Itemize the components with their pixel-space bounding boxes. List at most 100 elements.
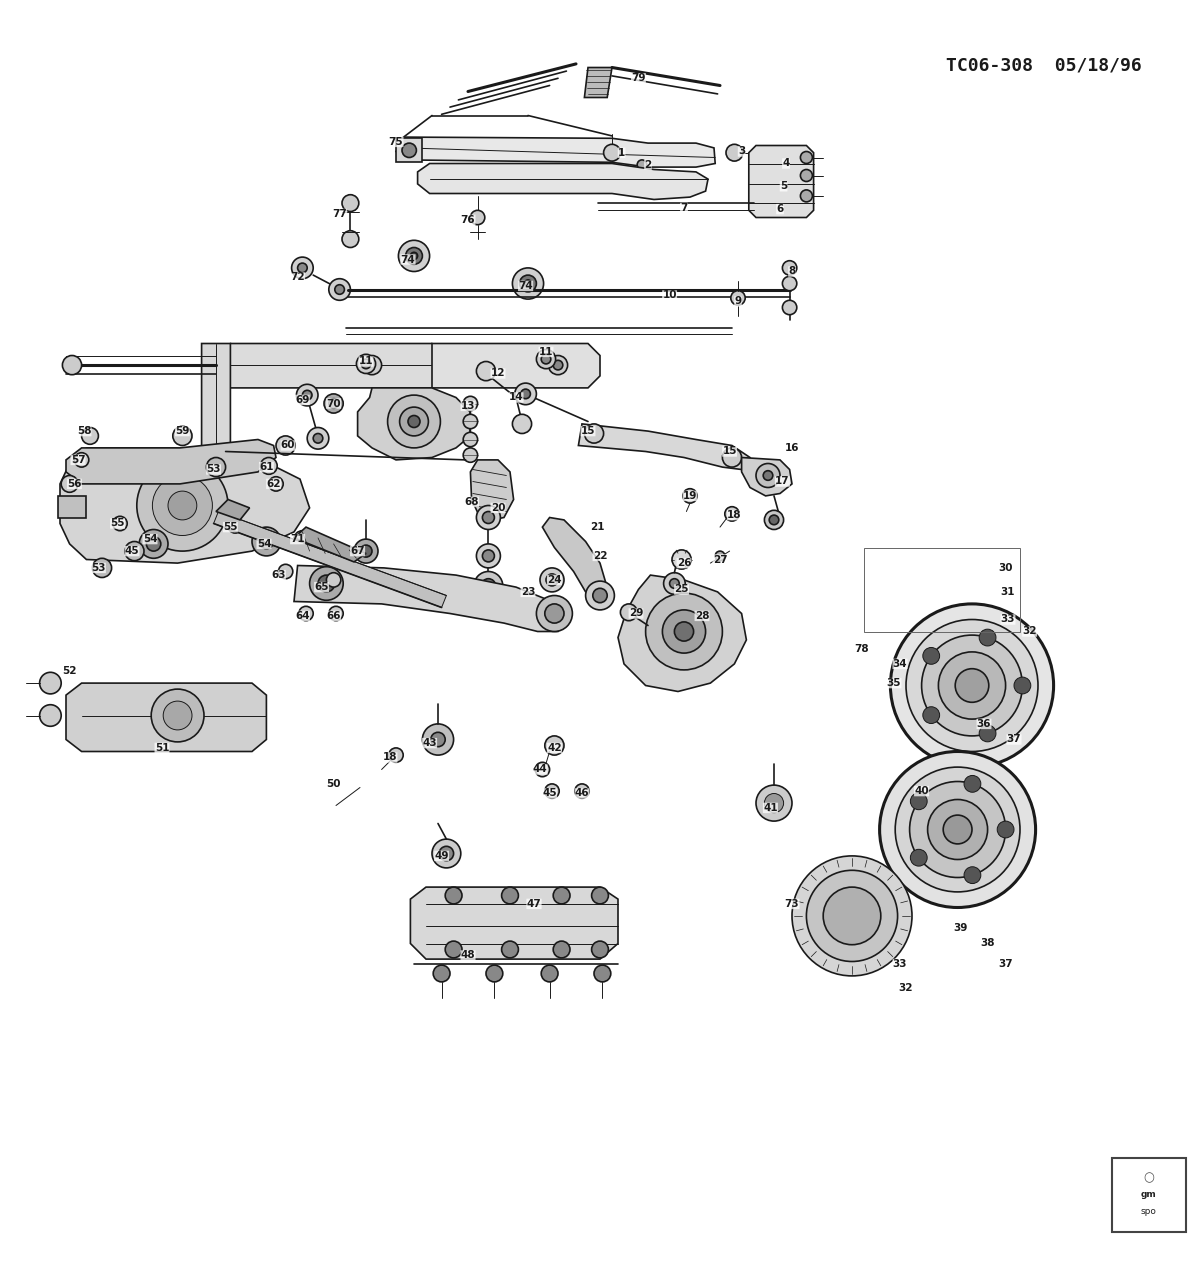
- Text: 71: 71: [290, 534, 305, 544]
- Polygon shape: [294, 527, 366, 562]
- Circle shape: [584, 423, 604, 444]
- Text: 76: 76: [461, 215, 475, 224]
- Circle shape: [524, 280, 532, 287]
- Polygon shape: [396, 138, 422, 162]
- Text: 69: 69: [295, 395, 310, 405]
- Text: 9: 9: [734, 297, 742, 306]
- Circle shape: [40, 705, 61, 727]
- Polygon shape: [578, 423, 750, 469]
- Circle shape: [463, 414, 478, 428]
- Circle shape: [329, 607, 343, 621]
- Circle shape: [139, 529, 168, 558]
- Circle shape: [360, 546, 372, 557]
- Text: 15: 15: [581, 426, 595, 436]
- Bar: [864, 547, 1020, 631]
- Circle shape: [406, 247, 422, 264]
- Circle shape: [540, 567, 564, 592]
- Circle shape: [895, 768, 1020, 892]
- Circle shape: [672, 550, 691, 569]
- Circle shape: [715, 551, 725, 561]
- Circle shape: [756, 464, 780, 487]
- Circle shape: [910, 782, 1006, 877]
- Circle shape: [326, 572, 341, 586]
- Text: 3: 3: [738, 147, 745, 157]
- Circle shape: [923, 706, 940, 723]
- Circle shape: [259, 534, 274, 548]
- Text: 21: 21: [590, 521, 605, 532]
- Circle shape: [299, 607, 313, 621]
- Circle shape: [398, 240, 430, 272]
- Circle shape: [61, 476, 78, 492]
- Circle shape: [725, 506, 739, 521]
- Text: 31: 31: [1001, 586, 1015, 597]
- Circle shape: [152, 476, 212, 536]
- Polygon shape: [418, 163, 708, 199]
- Circle shape: [278, 565, 293, 579]
- Circle shape: [439, 847, 454, 861]
- Circle shape: [670, 579, 679, 588]
- Circle shape: [922, 635, 1022, 736]
- Circle shape: [943, 815, 972, 844]
- Text: 14: 14: [509, 393, 523, 403]
- Polygon shape: [742, 458, 792, 496]
- Polygon shape: [618, 575, 746, 691]
- Circle shape: [206, 458, 226, 477]
- Text: 54: 54: [143, 534, 157, 544]
- Text: 44: 44: [533, 765, 547, 774]
- Text: 37: 37: [998, 959, 1013, 969]
- Text: 59: 59: [175, 426, 190, 436]
- Text: 43: 43: [422, 738, 437, 748]
- FancyBboxPatch shape: [1112, 1158, 1186, 1232]
- Circle shape: [74, 453, 89, 467]
- Circle shape: [342, 231, 359, 247]
- Text: 11: 11: [359, 357, 373, 366]
- Polygon shape: [749, 145, 814, 218]
- Text: 35: 35: [887, 678, 901, 689]
- Circle shape: [335, 284, 344, 295]
- Circle shape: [906, 620, 1038, 751]
- Circle shape: [481, 579, 496, 593]
- Text: 12: 12: [491, 368, 505, 379]
- Circle shape: [545, 604, 564, 623]
- Text: spo: spo: [1140, 1206, 1157, 1215]
- Circle shape: [769, 515, 779, 525]
- Circle shape: [521, 389, 530, 399]
- Text: TC06-308  05/18/96: TC06-308 05/18/96: [946, 56, 1142, 74]
- Circle shape: [586, 581, 614, 609]
- Text: 17: 17: [775, 477, 790, 487]
- Circle shape: [535, 762, 550, 776]
- Circle shape: [402, 143, 416, 158]
- Circle shape: [979, 629, 996, 646]
- Text: 62: 62: [266, 479, 281, 488]
- Text: 1: 1: [618, 148, 625, 158]
- Text: 13: 13: [461, 400, 475, 411]
- Circle shape: [764, 793, 784, 812]
- Polygon shape: [60, 448, 310, 564]
- Circle shape: [512, 414, 532, 434]
- Circle shape: [113, 516, 127, 530]
- Circle shape: [763, 470, 773, 481]
- Text: 49: 49: [434, 850, 449, 861]
- Circle shape: [329, 399, 338, 408]
- Text: 65: 65: [314, 583, 329, 592]
- Circle shape: [173, 426, 192, 445]
- Circle shape: [541, 354, 551, 363]
- Polygon shape: [294, 566, 566, 631]
- Text: 38: 38: [980, 938, 995, 949]
- Text: 25: 25: [674, 584, 689, 594]
- Polygon shape: [66, 440, 276, 484]
- Text: 56: 56: [67, 479, 82, 488]
- Text: 64: 64: [295, 611, 310, 621]
- Polygon shape: [358, 388, 470, 460]
- Text: 79: 79: [631, 73, 646, 83]
- Circle shape: [470, 210, 485, 224]
- Text: 67: 67: [350, 546, 365, 556]
- Circle shape: [553, 887, 570, 904]
- Circle shape: [445, 941, 462, 958]
- Circle shape: [683, 488, 697, 504]
- Circle shape: [782, 301, 797, 315]
- Circle shape: [911, 793, 928, 810]
- Circle shape: [433, 965, 450, 982]
- Circle shape: [545, 784, 559, 798]
- Circle shape: [354, 539, 378, 564]
